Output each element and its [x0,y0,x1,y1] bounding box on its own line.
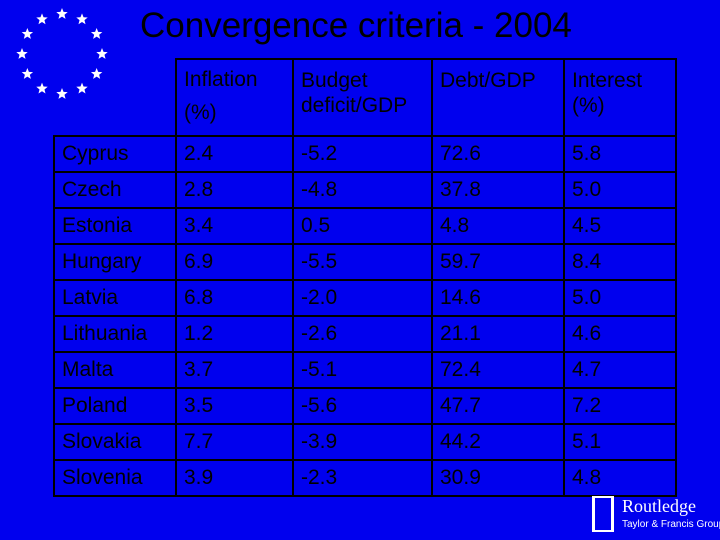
inflation-cell: 3.7 [175,351,294,389]
table-row: Slovenia 3.9 -2.3 30.9 4.8 [53,459,677,497]
budget-cell: 0.5 [292,207,433,245]
budget-cell: -2.6 [292,315,433,353]
table-row: Poland 3.5 -5.6 47.7 7.2 [53,387,677,425]
star-icon [76,13,88,25]
debt-cell: 47.7 [431,387,565,425]
budget-cell: -5.6 [292,387,433,425]
star-icon [36,82,48,94]
inflation-cell: 2.4 [175,135,294,173]
inflation-cell: 7.7 [175,423,294,461]
country-cell: Lithuania [53,315,177,353]
country-cell: Slovenia [53,459,177,497]
star-icon [16,48,28,59]
country-cell: Czech [53,171,177,209]
publisher-name: Routledge [622,496,696,516]
table-row: Latvia 6.8 -2.0 14.6 5.0 [53,279,677,317]
inflation-cell: 3.9 [175,459,294,497]
table-row: Lithuania 1.2 -2.6 21.1 4.6 [53,315,677,353]
inflation-cell: 6.8 [175,279,294,317]
budget-cell: -2.0 [292,279,433,317]
country-cell: Poland [53,387,177,425]
debt-cell: 72.6 [431,135,565,173]
debt-cell: 30.9 [431,459,565,497]
interest-cell: 5.8 [563,135,677,173]
debt-cell: 37.8 [431,171,565,209]
debt-cell: 4.8 [431,207,565,245]
interest-cell: 8.4 [563,243,677,281]
table-row: Slovakia 7.7 -3.9 44.2 5.1 [53,423,677,461]
interest-cell: 5.0 [563,171,677,209]
table-row: Cyprus 2.4 -5.2 72.6 5.8 [53,135,677,173]
country-cell: Malta [53,351,177,389]
routledge-mark-icon [592,496,614,532]
page-title: Convergence criteria - 2004 [140,6,572,45]
inflation-cell: 6.9 [175,243,294,281]
budget-cell: -5.2 [292,135,433,173]
routledge-logo-icon: Routledge Taylor & Francis Group [592,496,720,534]
header-cell-debt: Debt/GDP [431,58,565,137]
table-row: Malta 3.7 -5.1 72.4 4.7 [53,351,677,389]
interest-cell: 4.5 [563,207,677,245]
debt-cell: 59.7 [431,243,565,281]
interest-cell: 5.0 [563,279,677,317]
country-cell: Cyprus [53,135,177,173]
inflation-cell: 2.8 [175,171,294,209]
interest-cell: 4.6 [563,315,677,353]
debt-cell: 14.6 [431,279,565,317]
header-cell-interest: Interest (%) [563,58,677,137]
budget-cell: -2.3 [292,459,433,497]
country-cell: Estonia [53,207,177,245]
debt-cell: 44.2 [431,423,565,461]
interest-cell: 4.8 [563,459,677,497]
table-row: Estonia 3.4 0.5 4.8 4.5 [53,207,677,245]
header-cell-budget: Budget deficit/GDP [292,58,433,137]
table-header-row: Inflation (%) Budget deficit/GDP Debt/GDP … [54,58,677,137]
publisher-subtitle: Taylor & Francis Group [622,519,720,530]
interest-cell: 5.1 [563,423,677,461]
inflation-cell: 3.5 [175,387,294,425]
header-cell-country [54,59,177,137]
country-cell: Latvia [53,279,177,317]
star-icon [21,68,34,79]
table-row: Hungary 6.9 -5.5 59.7 8.4 [53,243,677,281]
budget-cell: -4.8 [292,171,433,209]
inflation-cell: 1.2 [175,315,294,353]
interest-cell: 4.7 [563,351,677,389]
interest-cell: 7.2 [563,387,677,425]
budget-cell: -5.5 [292,243,433,281]
star-icon [21,28,34,39]
header-cell-inflation: Inflation (%) [175,58,294,137]
debt-cell: 72.4 [431,351,565,389]
table-row: Czech 2.8 -4.8 37.8 5.0 [53,171,677,209]
star-icon [90,28,103,39]
country-cell: Slovakia [53,423,177,461]
convergence-table: Inflation (%) Budget deficit/GDP Debt/GDP … [53,58,677,497]
star-icon [96,48,108,59]
debt-cell: 21.1 [431,315,565,353]
country-cell: Hungary [53,243,177,281]
inflation-cell: 3.4 [175,207,294,245]
budget-cell: -5.1 [292,351,433,389]
star-icon [56,8,68,19]
budget-cell: -3.9 [292,423,433,461]
star-icon [36,13,48,25]
